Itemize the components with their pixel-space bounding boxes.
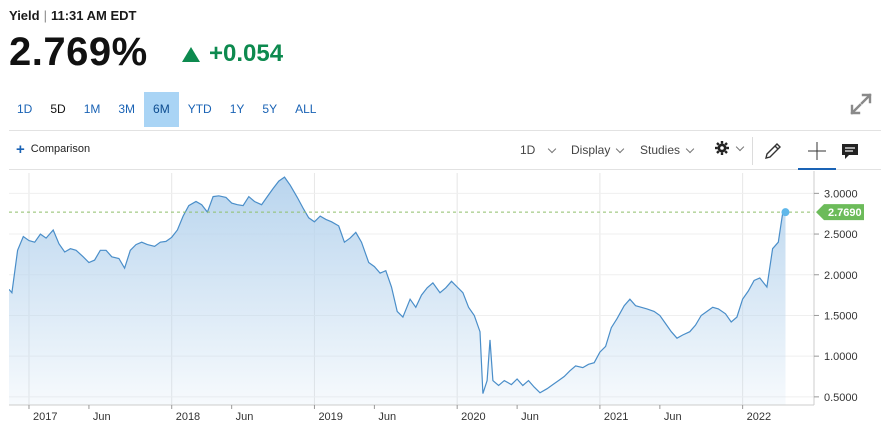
quote-time: 11:31 AM EDT	[50, 8, 137, 23]
chevron-down-icon	[548, 144, 557, 153]
yield-chart[interactable]: 3.0000 2.5000 2.0000 1.5000 1.0000 0.5000 2.76…	[9, 171, 881, 433]
plus-icon: +	[16, 140, 25, 158]
x-tick-label: 2022	[747, 411, 771, 423]
x-tick-label: 2019	[318, 411, 342, 423]
comparison-button[interactable]: + Comparison	[16, 140, 91, 158]
studies-dropdown[interactable]: Studies	[640, 143, 695, 157]
y-tick-label: 3.0000	[824, 188, 858, 200]
current-yield: 2.769%	[9, 30, 148, 74]
expand-icon[interactable]	[848, 91, 874, 117]
up-arrow-icon	[182, 46, 200, 62]
y-tick-label: 2.5000	[824, 229, 858, 241]
x-tick-label: 2020	[461, 411, 485, 423]
chevron-down-icon	[735, 142, 745, 151]
x-tick-label: 2018	[176, 411, 200, 423]
range-button-5y[interactable]: 5Y	[262, 102, 278, 116]
chevron-down-icon	[616, 144, 625, 153]
series-line	[9, 176, 786, 394]
x-tick-label: 2021	[604, 411, 628, 423]
studies-label: Studies	[640, 143, 681, 157]
y-tick-label: 1.0000	[824, 351, 858, 363]
display-label: Display	[571, 143, 611, 157]
range-button-5d[interactable]: 5D	[50, 102, 66, 116]
toolbar-divider	[752, 137, 753, 165]
x-tick-label: Jun	[236, 411, 254, 423]
range-button-3m[interactable]: 3M	[118, 102, 136, 116]
instrument-label: Yield	[9, 8, 40, 23]
x-tick-label: 2017	[33, 411, 57, 423]
y-tick-label: 1.5000	[824, 310, 858, 322]
chart-toolbar: + Comparison 1D Display Studies	[9, 130, 881, 170]
chevron-down-icon	[685, 144, 695, 153]
gear-icon	[715, 141, 729, 155]
comment-icon[interactable]	[838, 139, 862, 163]
series-area	[9, 177, 786, 405]
x-tick-label: Jun	[93, 411, 111, 423]
x-tick-label: Jun	[521, 411, 539, 423]
comparison-label: Comparison	[30, 143, 91, 155]
range-button-all[interactable]: ALL	[295, 102, 317, 116]
interval-label: 1D	[520, 143, 536, 157]
change-value: +0.054	[209, 40, 284, 67]
y-tick-label: 0.5000	[824, 392, 858, 404]
crosshair-icon	[808, 142, 826, 160]
quote-header: Yield | 11:31 AM EDT	[9, 8, 136, 23]
x-tick-label: Jun	[378, 411, 396, 423]
header-separator: |	[43, 8, 47, 23]
time-range-selector: 1D 5D 1M 3M 6M YTD 1Y 5Y ALL	[8, 92, 325, 127]
range-button-ytd[interactable]: YTD	[187, 102, 212, 116]
yield-change: +0.054	[182, 40, 283, 68]
last-value-badge	[816, 204, 864, 221]
range-button-1d[interactable]: 1D	[17, 102, 33, 116]
settings-dropdown[interactable]	[714, 140, 745, 156]
pencil-icon[interactable]	[761, 139, 785, 163]
crosshair-tab[interactable]	[798, 131, 836, 170]
display-dropdown[interactable]: Display	[571, 143, 625, 157]
last-value-label: 2.7690	[828, 207, 862, 219]
interval-dropdown[interactable]: 1D	[520, 143, 557, 157]
last-point-marker	[781, 208, 790, 217]
range-button-1m[interactable]: 1M	[83, 102, 101, 116]
y-tick-label: 2.0000	[824, 270, 858, 282]
x-tick-label: Jun	[664, 411, 682, 423]
range-button-1y[interactable]: 1Y	[229, 102, 245, 116]
range-button-6m[interactable]: 6M	[144, 92, 179, 127]
